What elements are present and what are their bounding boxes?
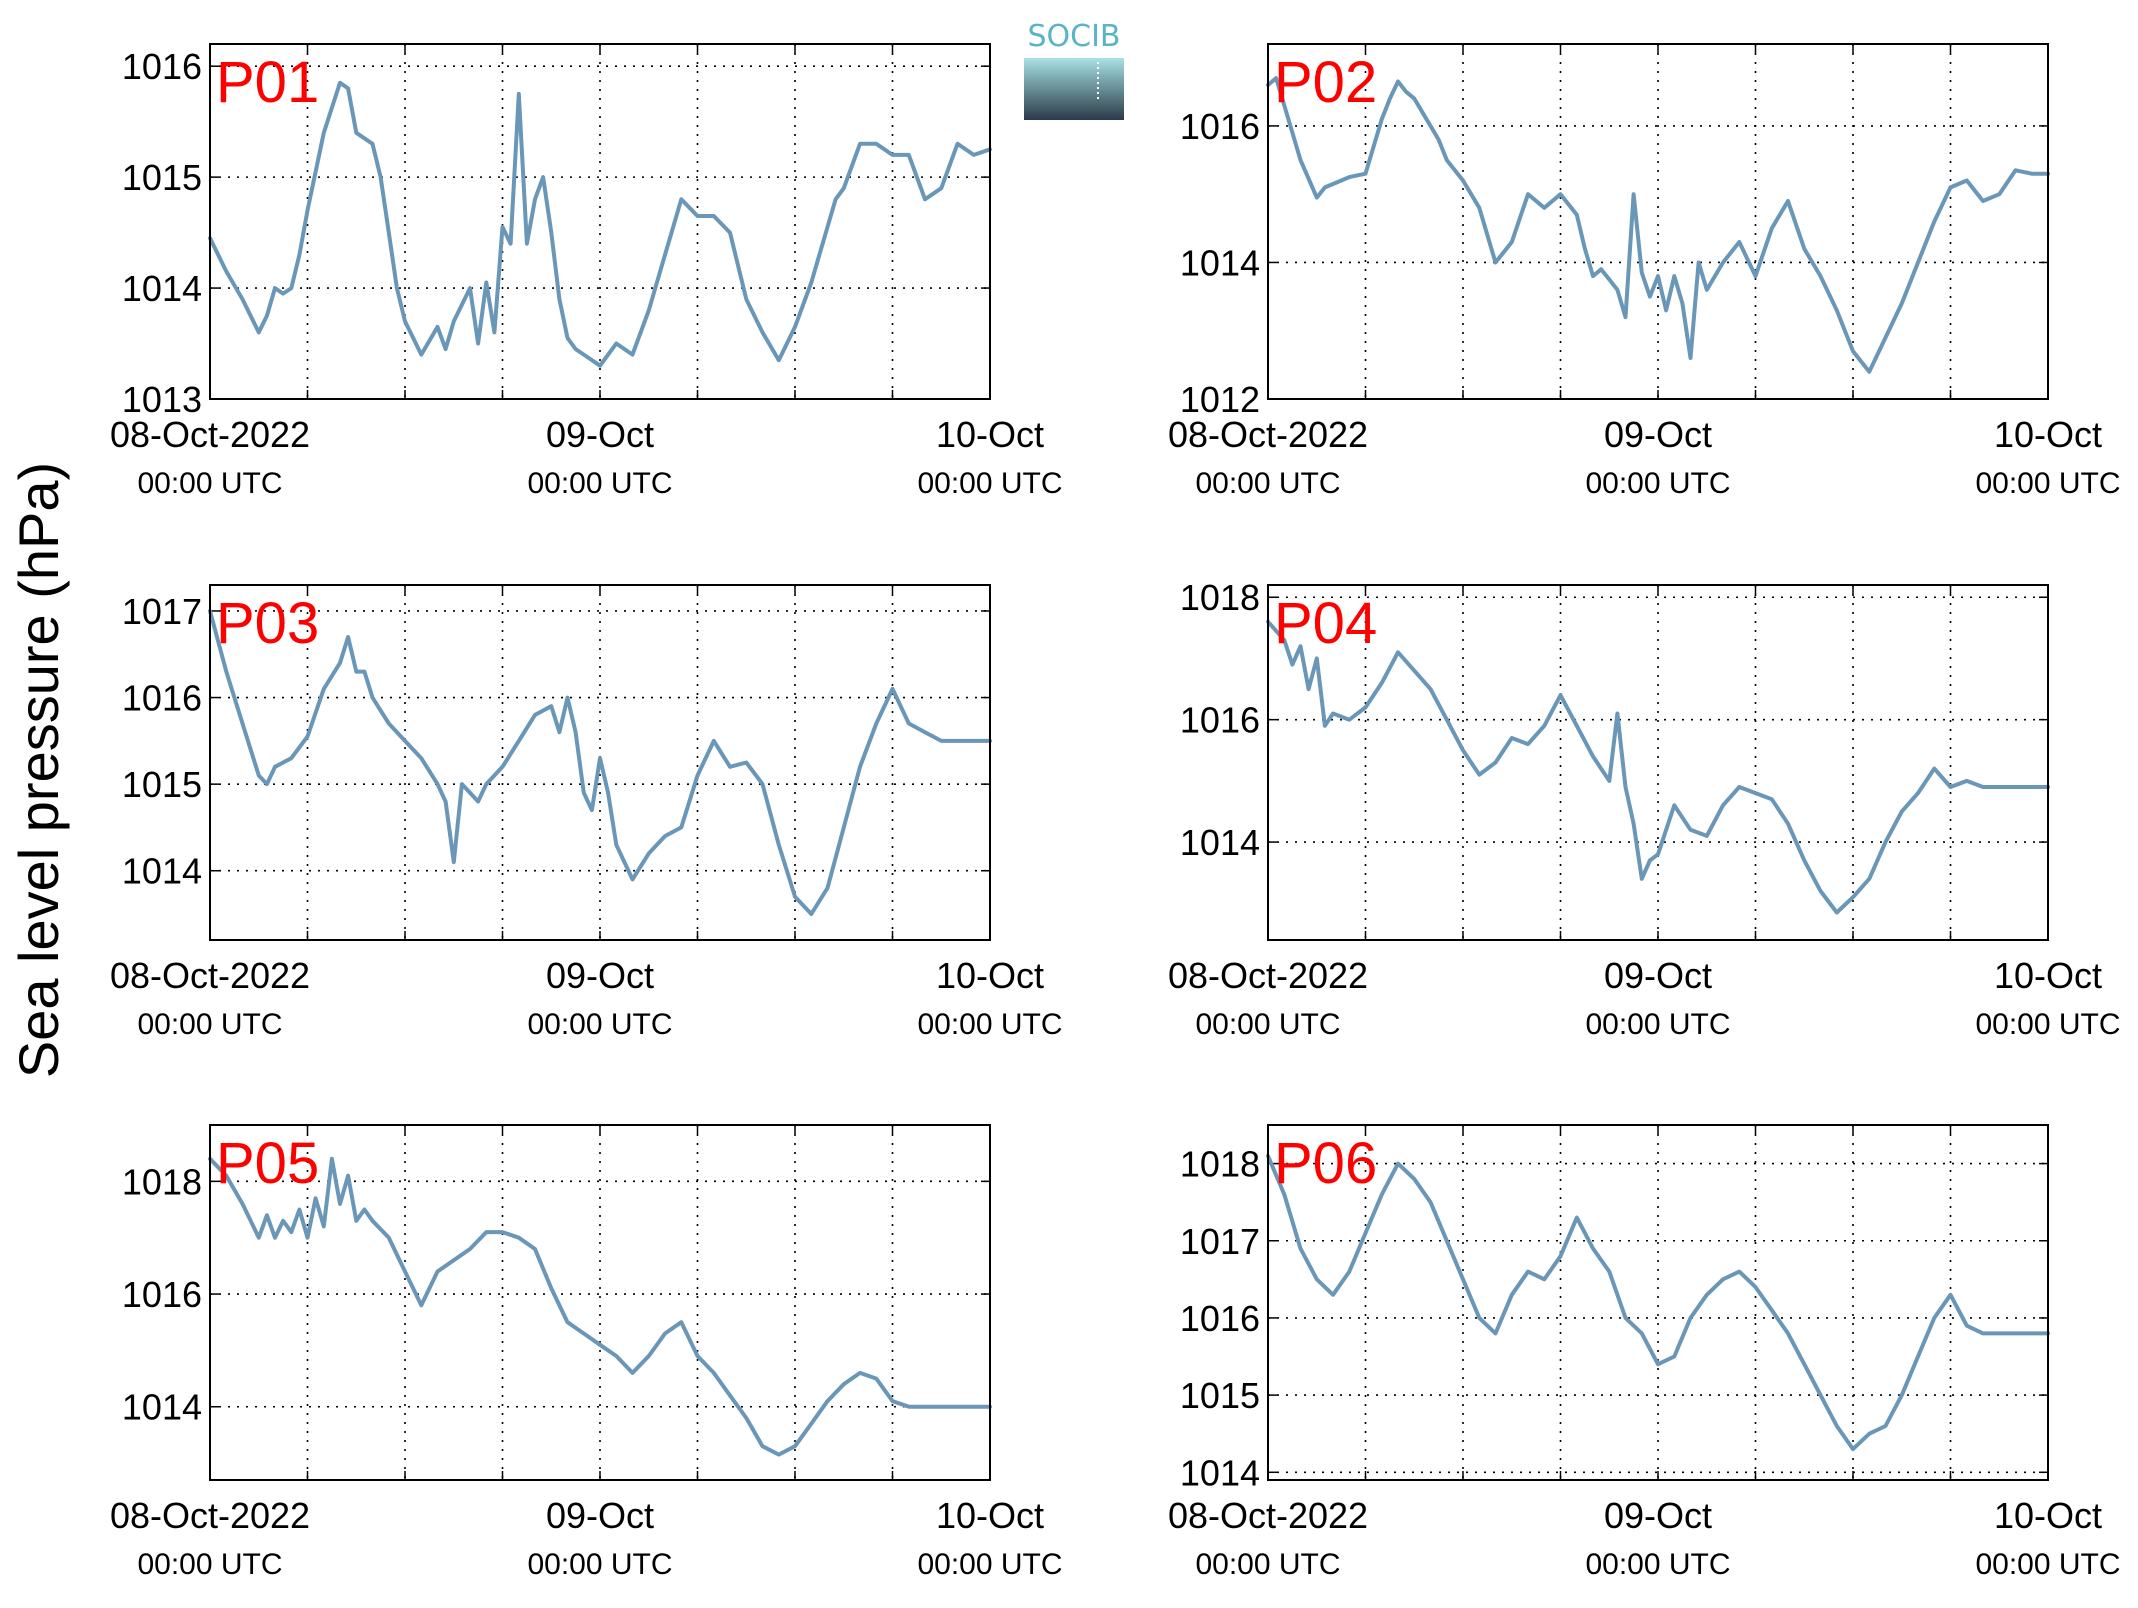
y-tick-label: 1013 xyxy=(122,379,202,420)
x-tick-label: 08-Oct-2022 xyxy=(110,955,310,996)
plot-frame xyxy=(1267,584,2049,941)
series-line xyxy=(208,609,992,916)
x-tick-sublabel: 00:00 UTC xyxy=(1195,1008,1340,1041)
panel-p05: 1014 1016 1018 08-Oct-2022 00:00 UTC 09-Oct 00… xyxy=(110,1124,1063,1581)
y-tick-label: 1016 xyxy=(122,678,202,719)
plot-frame xyxy=(209,584,991,941)
y-tick-label: 1016 xyxy=(122,1274,202,1315)
panel-label: P03 xyxy=(216,591,319,656)
x-tick-label: 09-Oct xyxy=(1604,1495,1712,1536)
panels: 1013 1014 1015 1016 08-Oct-2022 00:00 UTC 09-O… xyxy=(110,43,2121,1581)
x-tick-label: 10-Oct xyxy=(1994,1495,2102,1536)
series-line xyxy=(1266,76,2050,374)
x-tick-label: 09-Oct xyxy=(546,1495,654,1536)
logo-box xyxy=(1024,58,1124,120)
y-tick-label: 1015 xyxy=(1180,1375,1260,1416)
x-tick-sublabel: 00:00 UTC xyxy=(527,1548,672,1581)
y-tick-label: 1014 xyxy=(122,851,202,892)
series-line xyxy=(208,80,992,368)
x-tick-label: 08-Oct-2022 xyxy=(1168,414,1368,455)
logo-text: SOCIB xyxy=(1027,19,1120,54)
y-tick-label: 1014 xyxy=(1180,822,1260,863)
x-tick-sublabel: 00:00 UTC xyxy=(1195,1548,1340,1581)
y-tick-label: 1018 xyxy=(1180,1144,1260,1185)
x-tick-label: 09-Oct xyxy=(1604,414,1712,455)
y-tick-label: 1016 xyxy=(1180,1298,1260,1339)
x-tick-sublabel: 00:00 UTC xyxy=(1975,467,2120,500)
x-tick-sublabel: 00:00 UTC xyxy=(1195,467,1340,500)
x-tick-sublabel: 00:00 UTC xyxy=(527,467,672,500)
y-tick-label: 1017 xyxy=(1180,1221,1260,1262)
y-tick-label: 1014 xyxy=(122,1387,202,1428)
x-tick-label: 10-Oct xyxy=(936,414,1044,455)
panel-label: P06 xyxy=(1274,1131,1377,1196)
x-tick-sublabel: 00:00 UTC xyxy=(1975,1008,2120,1041)
y-tick-label: 1014 xyxy=(122,268,202,309)
x-tick-label: 08-Oct-2022 xyxy=(110,1495,310,1536)
y-tick-label: 1014 xyxy=(1180,1452,1260,1493)
panel-label: P05 xyxy=(216,1131,319,1196)
series-line xyxy=(1266,619,2050,915)
x-tick-label: 09-Oct xyxy=(1604,955,1712,996)
panel-p03: 1014 1015 1016 1017 08-Oct-2022 00:00 UTC 09-O… xyxy=(110,584,1063,1041)
series-line xyxy=(208,1156,992,1457)
x-tick-sublabel: 00:00 UTC xyxy=(917,467,1062,500)
x-tick-label: 08-Oct-2022 xyxy=(1168,1495,1368,1536)
x-tick-sublabel: 00:00 UTC xyxy=(137,1008,282,1041)
panel-p01: 1013 1014 1015 1016 08-Oct-2022 00:00 UTC 09-O… xyxy=(110,43,1063,500)
panel-label: P02 xyxy=(1274,50,1377,115)
plot-frame xyxy=(209,43,991,400)
x-tick-sublabel: 00:00 UTC xyxy=(137,467,282,500)
x-tick-label: 08-Oct-2022 xyxy=(1168,955,1368,996)
panel-p06: 1014 1015 1016 1017 1018 08-Oct-2022 00:00 UTC… xyxy=(1168,1124,2121,1581)
y-tick-label: 1018 xyxy=(1180,577,1260,618)
series-line xyxy=(1266,1153,2050,1452)
y-tick-label: 1012 xyxy=(1180,379,1260,420)
panel-label: P01 xyxy=(216,50,319,115)
x-tick-sublabel: 00:00 UTC xyxy=(1585,1008,1730,1041)
x-tick-sublabel: 00:00 UTC xyxy=(1585,467,1730,500)
y-tick-label: 1018 xyxy=(122,1161,202,1202)
y-tick-label: 1016 xyxy=(1180,700,1260,741)
socib-logo: SOCIB xyxy=(1024,19,1124,120)
y-tick-label: 1015 xyxy=(122,764,202,805)
y-tick-label: 1016 xyxy=(1180,106,1260,147)
x-tick-label: 09-Oct xyxy=(546,414,654,455)
plot-frame xyxy=(1267,43,2049,400)
x-tick-label: 10-Oct xyxy=(936,1495,1044,1536)
x-tick-sublabel: 00:00 UTC xyxy=(917,1548,1062,1581)
x-tick-label: 10-Oct xyxy=(1994,414,2102,455)
y-tick-label: 1014 xyxy=(1180,242,1260,283)
x-tick-label: 08-Oct-2022 xyxy=(110,414,310,455)
x-tick-sublabel: 00:00 UTC xyxy=(137,1548,282,1581)
plot-frame xyxy=(1267,1124,2049,1481)
x-tick-sublabel: 00:00 UTC xyxy=(1975,1548,2120,1581)
x-tick-sublabel: 00:00 UTC xyxy=(527,1008,672,1041)
x-tick-sublabel: 00:00 UTC xyxy=(1585,1548,1730,1581)
panel-label: P04 xyxy=(1274,591,1377,656)
plot-frame xyxy=(209,1124,991,1481)
y-axis-label: Sea level pressure (hPa) xyxy=(7,462,70,1078)
y-tick-label: 1016 xyxy=(122,46,202,87)
y-tick-label: 1015 xyxy=(122,157,202,198)
x-tick-label: 10-Oct xyxy=(936,955,1044,996)
y-tick-label: 1017 xyxy=(122,591,202,632)
panel-p02: 1012 1014 1016 08-Oct-2022 00:00 UTC 09-Oct 00… xyxy=(1168,43,2121,500)
x-tick-label: 09-Oct xyxy=(546,955,654,996)
panel-p04: 1014 1016 1018 08-Oct-2022 00:00 UTC 09-Oct 00… xyxy=(1168,577,2121,1041)
x-tick-sublabel: 00:00 UTC xyxy=(917,1008,1062,1041)
x-tick-label: 10-Oct xyxy=(1994,955,2102,996)
